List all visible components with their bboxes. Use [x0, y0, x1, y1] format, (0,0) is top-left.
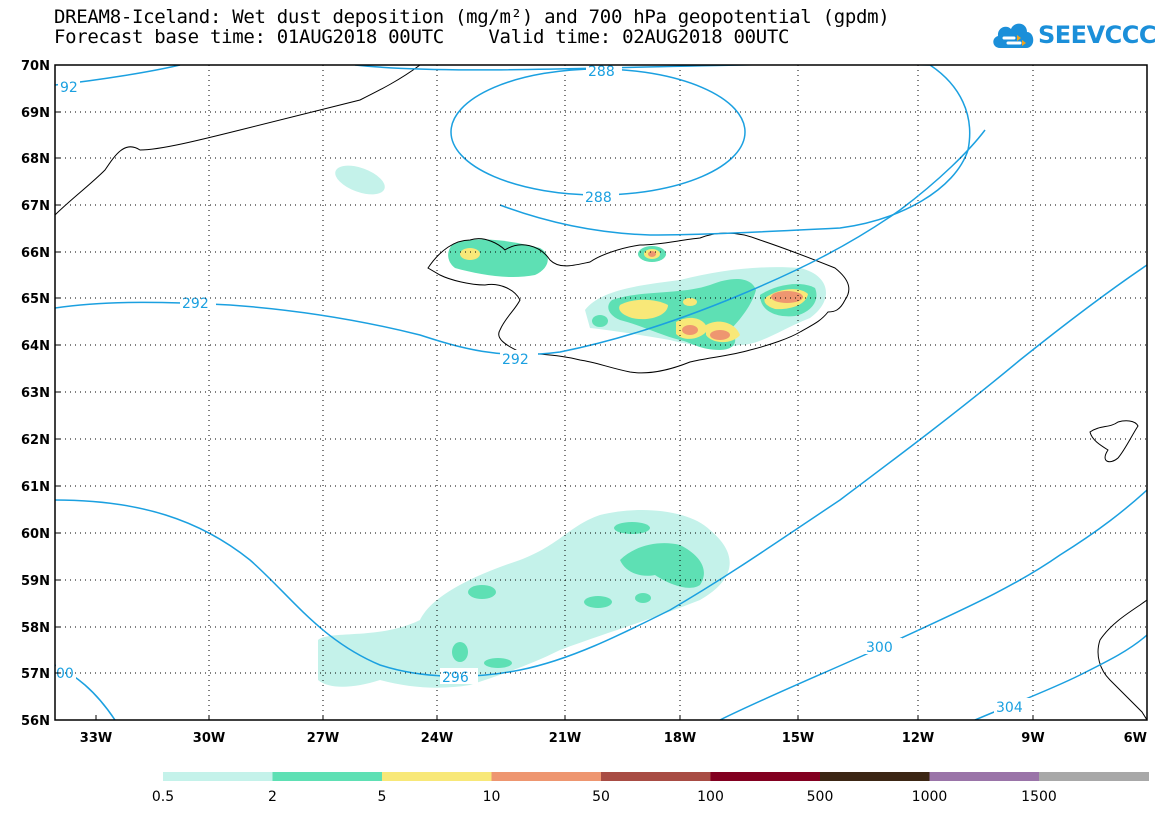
lat-label-65N: 65N — [21, 292, 50, 307]
title-line-2: Forecast base time: 01AUG2018 00UTC Vali… — [54, 26, 790, 48]
title-line-1: DREAM8-Iceland: Wet dust deposition (mg/… — [54, 6, 890, 28]
dust-region-5-west — [460, 248, 480, 260]
lon-label-33W: 33W — [80, 731, 112, 746]
colorbar-label-50: 50 — [592, 789, 610, 805]
lon-label-30W: 30W — [193, 731, 225, 746]
colorbar-swatch-7 — [929, 772, 1040, 781]
colorbar-label-1500: 1500 — [1021, 789, 1057, 805]
contour-label-300: 300 — [866, 640, 893, 656]
colorbar-swatch-6 — [820, 772, 930, 781]
lat-label-70N: 70N — [21, 59, 50, 74]
colorbar-label-500: 500 — [807, 789, 834, 805]
contour-296 — [55, 264, 1147, 678]
lat-label-58N: 58N — [21, 621, 50, 636]
coastline-faroe — [1089, 420, 1139, 463]
dust-region-2-south-e — [452, 642, 468, 662]
contour-labels: 92 288 288 292 292 296 300 304 00 — [56, 60, 1032, 716]
dust-region-5-central-a — [619, 299, 668, 320]
lat-label-57N: 57N — [21, 667, 50, 682]
lat-label-62N: 62N — [21, 433, 50, 448]
seevccc-logo: SEEVCCC — [990, 18, 1157, 52]
lat-label-67N: 67N — [21, 199, 50, 214]
contour-288-outer — [55, 65, 971, 236]
lat-label-64N: 64N — [21, 339, 50, 354]
colorbar-label-10: 10 — [483, 789, 501, 805]
dust-region-2-south-a — [620, 543, 704, 588]
dust-region-2-south-b — [614, 522, 650, 534]
colorbar-swatch-8 — [1039, 772, 1149, 781]
contour-300 — [719, 489, 1147, 720]
lon-label-6W: 6W — [1124, 731, 1147, 746]
dust-region-10-central-b — [682, 325, 698, 335]
dust-region-10-central-c — [710, 330, 730, 340]
lon-label-18W: 18W — [664, 731, 696, 746]
contour-label-304: 304 — [996, 700, 1023, 716]
contour-label-288-bottom: 288 — [585, 190, 612, 206]
colorbar-swatch-4 — [601, 772, 711, 781]
lon-label-15W: 15W — [782, 731, 814, 746]
contour-label-92: 92 — [60, 80, 78, 96]
latitude-labels: 70N 69N 68N 67N 66N 65N 64N 63N 62N 61N 60N 59N 58N 5… — [21, 59, 1147, 729]
lat-label-63N: 63N — [21, 386, 50, 401]
lon-label-21W: 21W — [549, 731, 581, 746]
title-block: DREAM8-Iceland: Wet dust deposition (mg/… — [54, 6, 890, 48]
contour-label-292-right: 292 — [502, 352, 529, 368]
lat-label-56N: 56N — [21, 714, 50, 729]
lat-label-68N: 68N — [21, 152, 50, 167]
colorbar-label-0.5: 0.5 — [152, 789, 174, 805]
contour-292 — [55, 129, 986, 356]
dust-region-5-central-d — [683, 298, 697, 306]
lat-label-60N: 60N — [21, 527, 50, 542]
colorbar: 0.5 2 5 10 50 100 500 1000 1500 — [152, 772, 1149, 805]
colorbar-label-2: 2 — [268, 789, 277, 805]
lat-label-66N: 66N — [21, 246, 50, 261]
lat-label-59N: 59N — [21, 574, 50, 589]
lat-label-61N: 61N — [21, 480, 50, 495]
dust-region-2-south-f — [484, 658, 512, 668]
cloud-icon — [993, 23, 1034, 48]
coastline-iceland — [427, 232, 850, 374]
contour-label-292-left: 292 — [182, 296, 209, 312]
coastline-greenland — [55, 65, 421, 216]
dust-region-2-south-c — [584, 596, 612, 608]
colorbar-swatch-5 — [710, 772, 821, 781]
dust-region-2-iceland-sw — [592, 315, 608, 327]
lat-label-69N: 69N — [21, 106, 50, 121]
longitude-labels: 33W 30W 27W 24W 21W 18W 15W 12W 9W 6W — [80, 715, 1148, 746]
dust-region-2-south-d — [468, 585, 496, 599]
dust-region-2-south-g — [635, 593, 651, 603]
contour-label-288-top: 288 — [588, 64, 615, 80]
dust-region-10-north — [648, 251, 656, 257]
contour-label-300-sw: 00 — [56, 666, 74, 682]
dust-region-0.5-south — [318, 510, 730, 688]
colorbar-swatch-3 — [491, 772, 602, 781]
lon-label-24W: 24W — [421, 731, 453, 746]
coastline-scotland — [1097, 599, 1147, 720]
colorbar-label-1000: 1000 — [912, 789, 948, 805]
dust-deposition-field — [318, 165, 827, 688]
contour-label-296: 296 — [442, 670, 469, 686]
lon-label-27W: 27W — [307, 731, 339, 746]
colorbar-swatch-2 — [382, 772, 492, 781]
dust-region-0.5-northwest — [335, 165, 385, 195]
logo-text: SEEVCCC — [1038, 21, 1157, 49]
colorbar-label-5: 5 — [378, 789, 387, 805]
colorbar-label-100: 100 — [697, 789, 724, 805]
dust-region-10-east — [771, 291, 803, 303]
colorbar-swatch-0 — [163, 772, 273, 781]
contour-288-inner — [450, 68, 746, 196]
graticule — [208, 65, 1034, 720]
colorbar-swatch-1 — [272, 772, 383, 781]
lon-label-12W: 12W — [902, 731, 934, 746]
lon-label-9W: 9W — [1021, 731, 1044, 746]
